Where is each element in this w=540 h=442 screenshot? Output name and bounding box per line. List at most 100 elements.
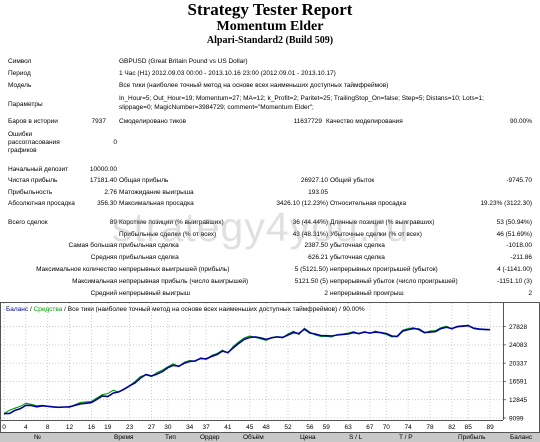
average-label: Средняя (90, 254, 117, 261)
col-price: Цена (300, 434, 316, 441)
col-balance: Баланс (510, 434, 533, 441)
avg-losses-value: 2 (528, 290, 532, 297)
errors-value: 0 (113, 139, 117, 146)
profit-factor-label: Прибыльность (8, 189, 53, 196)
x-tick-label-14: 52 (284, 424, 292, 431)
profit-trades-label: Прибыльные сделки (% от всех) (119, 231, 217, 238)
col-order: Ордер (200, 434, 220, 441)
consecutive-losses-value: 4 (-1141.00) (497, 266, 532, 273)
x-tick-label-2: 8 (46, 424, 50, 431)
x-tick-label-22: 82 (448, 424, 456, 431)
short-positions-value: 36 (44.44%) (292, 219, 328, 226)
consecutive-profit-value: 5121.50 (5) (294, 278, 328, 285)
rel-drawdown-label: Относительная просадка (330, 200, 407, 207)
x-tick-label-1: 4 (24, 424, 28, 431)
x-tick-label-6: 23 (126, 424, 134, 431)
x-tick-label-10: 37 (202, 424, 210, 431)
y-tick-label-3: 20337 (509, 360, 527, 367)
consecutive-loss-value: -1151.10 (3) (497, 278, 532, 285)
y-tick-label-1: 12845 (509, 397, 527, 404)
avg-wins-value: 2 (324, 290, 328, 297)
balance-chart: Баланс / Средства / Все тики (наиболее т… (0, 302, 540, 433)
abs-drawdown-value: 356.30 (97, 200, 117, 207)
col-stoploss: S / L (349, 434, 363, 441)
params-line-1: In_Hour=5; Out_Hour=19; Momentum=27; MA=… (119, 95, 484, 102)
consecutive-profit-label: непрерывная прибыль (число выигрышей) (119, 278, 249, 285)
deposit-value: 10000.00 (89, 166, 117, 173)
quality-value: 90.00% (509, 118, 532, 125)
model-label: Модель (8, 82, 32, 89)
x-tick-label-24: 89 (486, 424, 494, 431)
x-tick-label-5: 19 (104, 424, 112, 431)
y-tick-label-0: 9099 (509, 415, 524, 422)
average-profit-label: прибыльная сделка (119, 254, 179, 261)
bars-value: 7937 (91, 118, 106, 125)
loss-trades-label: Убыточные сделки (% от всех) (330, 231, 422, 238)
abs-drawdown-label: Абсолютная просадка (8, 200, 75, 207)
largest-profit-label: прибыльная сделка (119, 242, 179, 249)
legend-equity: Средства (34, 306, 63, 313)
average-profit-value: 626.21 (308, 254, 328, 261)
symbol-label: Символ (8, 58, 32, 65)
max-count-label: Максимальное количество (36, 266, 117, 273)
x-tick-label-17: 63 (344, 424, 352, 431)
y-tick-label-2: 16591 (509, 379, 527, 386)
max-label: Максимальная (72, 278, 117, 285)
x-tick-label-13: 48 (263, 424, 271, 431)
long-positions-value: 53 (50.94%) (496, 219, 532, 226)
average-loss-label: убыточная сделка (330, 254, 385, 261)
net-profit-label: Чистая прибыль (8, 177, 58, 184)
loss-trades-value: 46 (51.69%) (496, 231, 532, 238)
profit-factor-value: 2.76 (104, 189, 117, 196)
x-tick-label-4: 16 (88, 424, 96, 431)
y-tick-labels: 9099 12845 16591 20337 24083 27828 (509, 324, 527, 422)
max-drawdown-value: 3426.10 (12.23%) (276, 200, 328, 207)
params-line-2: slippage=0; MagicNumber=3984729; comment… (119, 104, 314, 111)
x-tick-label-21: 78 (426, 424, 434, 431)
errors-label-2: рассогласования (8, 139, 60, 146)
consecutive-wins-value: 5 (5121.50) (294, 266, 328, 273)
period-value: 1 Час (H1) 2012.09.03 00:00 - 2013.10.16… (119, 70, 336, 77)
x-tick-label-9: 34 (186, 424, 194, 431)
col-volume: Объём (243, 434, 264, 441)
x-tick-label-20: 74 (405, 424, 413, 431)
ticks-label: Смоделировано тиков (119, 118, 187, 125)
x-tick-label-18: 67 (366, 424, 374, 431)
average-loss-value: -211.86 (510, 254, 532, 261)
equity-series-line (3, 324, 491, 415)
consecutive-wins-label: непрерывных выигрышей (прибыль) (119, 266, 230, 273)
x-tick-label-8: 30 (164, 424, 172, 431)
col-time: Время (114, 434, 134, 441)
total-trades-label: Всего сделок (8, 219, 48, 226)
largest-loss-label: убыточная сделка (330, 242, 385, 249)
long-positions-label: Длинные позиции (% выигравших) (330, 219, 435, 226)
symbol-value: GBPUSD (Great Britain Pound vs US Dollar… (119, 58, 248, 65)
x-tick-label-15: 56 (306, 424, 314, 431)
avg-losses-label: непрерывный проигрыш (330, 290, 404, 297)
gross-profit-label: Общая прибыль (119, 177, 169, 184)
errors-label-3: графиков (8, 147, 37, 154)
server-build: Alpari-Standard2 (Build 509) (206, 35, 334, 46)
x-tick-label-16: 59 (323, 424, 331, 431)
total-trades-value: 89 (109, 219, 117, 226)
y-tick-label-4: 24083 (509, 342, 527, 349)
model-value: Все тики (наиболее точный метод на основ… (119, 82, 389, 89)
gross-loss-value: -9745.70 (506, 177, 532, 184)
col-number: № (34, 434, 41, 441)
x-tick-label-12: 45 (246, 424, 254, 431)
x-tick-label-19: 70 (383, 424, 391, 431)
x-tick-label-3: 12 (66, 424, 74, 431)
chart-frame (0, 302, 540, 433)
largest-loss-value: -1018.00 (506, 242, 532, 249)
col-takeprofit: T / P (399, 434, 413, 441)
balance-series-line (3, 324, 491, 415)
legend-separator: / (28, 306, 33, 313)
legend-description: / Все тики (наиболее точный метод на осн… (62, 305, 364, 313)
bars-label: Баров в истории (8, 118, 58, 125)
net-profit-value: 17181.40 (89, 177, 117, 184)
short-positions-label: Короткие позиции (% выигравших) (119, 219, 224, 226)
deposit-label: Начальный депозит (8, 166, 69, 173)
largest-label: Самая большая (68, 242, 117, 249)
x-tick-label-11: 41 (224, 424, 232, 431)
col-profit: Прибыль (458, 434, 486, 441)
